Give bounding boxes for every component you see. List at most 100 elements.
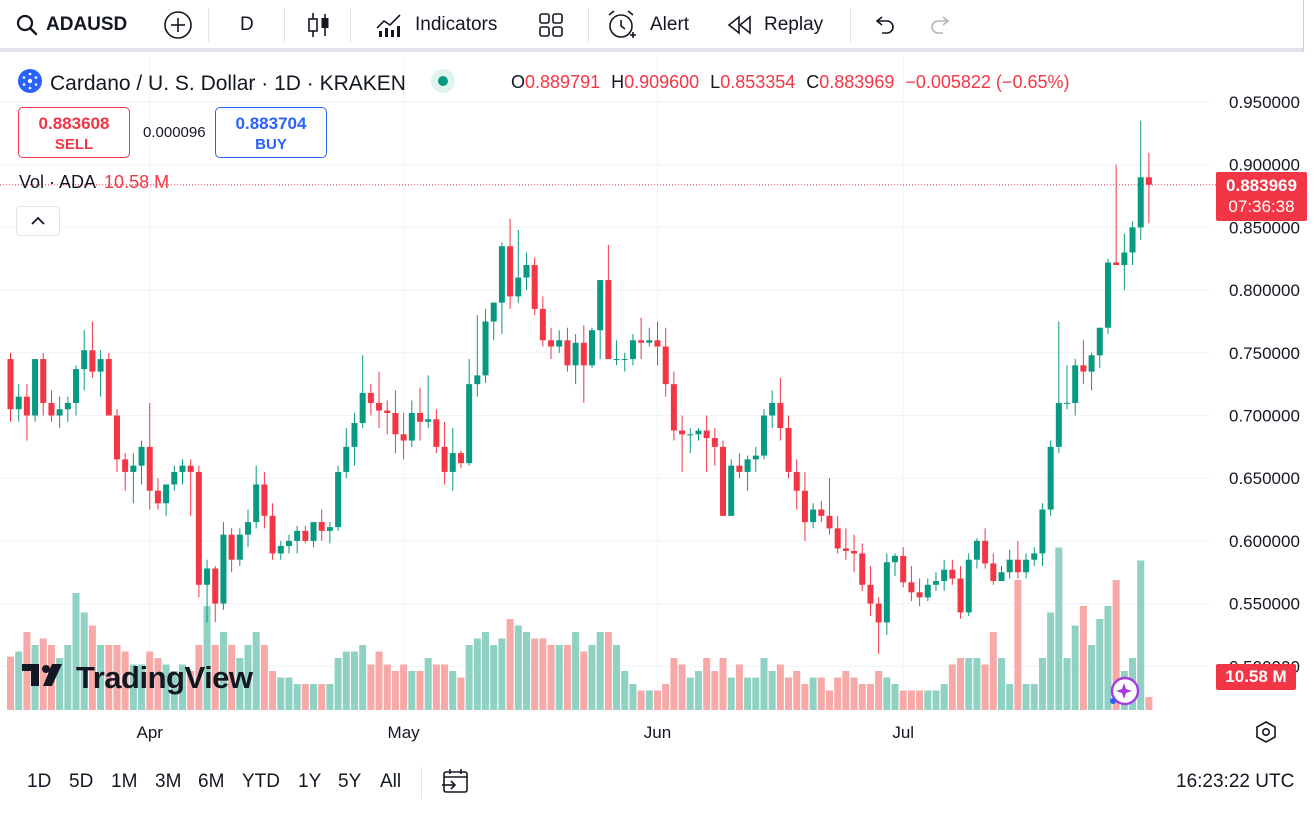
candle-body — [212, 568, 219, 604]
candle-body — [408, 412, 415, 441]
candle-body — [728, 465, 735, 516]
volume-bar — [817, 677, 825, 710]
go-to-date-button[interactable] — [441, 767, 471, 802]
range-button-5y[interactable]: 5Y — [338, 771, 362, 792]
redo-button[interactable] — [929, 8, 953, 42]
volume-bar — [1112, 580, 1120, 710]
range-button-1y[interactable]: 1Y — [298, 771, 322, 792]
candle-body — [982, 540, 989, 564]
candle-body — [318, 522, 325, 531]
volume-bar — [203, 606, 211, 710]
candle-body — [1129, 227, 1136, 253]
sell-price: 0.883608 — [38, 114, 110, 133]
volume-bar — [1055, 547, 1063, 710]
candle-body — [597, 280, 604, 331]
volume-bar — [490, 645, 498, 710]
range-button-6m[interactable]: 6M — [198, 771, 225, 792]
range-button-5d[interactable]: 5D — [69, 771, 94, 792]
time-axis-label: Jun — [644, 723, 671, 742]
volume-bar — [826, 690, 833, 710]
volume-bar — [301, 684, 309, 710]
price-axis-label: 0.950000 — [1229, 93, 1300, 112]
volume-bar — [539, 638, 547, 710]
range-button-1m[interactable]: 1M — [111, 771, 138, 792]
compare-symbol-button[interactable] — [163, 8, 193, 42]
settings-button[interactable] — [1254, 720, 1278, 749]
volume-bar — [555, 645, 563, 710]
volume-bar — [383, 664, 391, 710]
volume-bar — [613, 645, 621, 710]
low-key: L — [710, 72, 721, 92]
tradingview-logo[interactable]: TradingView — [22, 660, 253, 696]
volume-bar — [875, 671, 883, 710]
chart-area[interactable]: 0.950000 0.900000 0.850000 0.800000 0.750000… — [0, 56, 1314, 810]
volume-bar — [637, 690, 645, 710]
candle-body — [957, 578, 964, 613]
range-button-all[interactable]: All — [380, 771, 402, 792]
volume-bar — [965, 658, 973, 710]
templates-button[interactable] — [538, 8, 564, 42]
candle-body — [654, 340, 661, 347]
candle-body — [965, 559, 972, 613]
volume-bar — [809, 677, 817, 710]
candle-body — [351, 423, 358, 447]
volume-bar — [400, 664, 408, 710]
candle-body — [810, 509, 817, 523]
chart-type-button[interactable] — [306, 8, 332, 42]
sell-button[interactable]: 0.883608 SELL — [18, 107, 130, 158]
candle-body — [32, 359, 39, 416]
replay-label: Replay — [764, 14, 824, 35]
candle-body — [670, 384, 677, 431]
time-axis-label: Jul — [892, 723, 914, 742]
utc-clock[interactable]: 16:23:22 UTC — [1176, 771, 1295, 792]
volume-legend: Vol · ADA 10.58 M — [19, 172, 169, 193]
volume-bar — [1047, 612, 1055, 710]
sparkle-icon — [1107, 676, 1141, 712]
indicators-button[interactable]: Indicators — [375, 8, 497, 42]
candle-body — [908, 582, 915, 593]
volume-bar — [334, 658, 342, 710]
hexagon-gear-icon — [1254, 721, 1278, 748]
volume-bar — [522, 632, 530, 710]
volume-bar — [432, 664, 440, 710]
toolbar-divider — [421, 767, 422, 799]
volume-bar — [645, 690, 653, 710]
candle-body — [261, 484, 268, 516]
volume-bar — [375, 651, 383, 710]
collapse-legend-button[interactable] — [16, 206, 60, 236]
candlesticks — [7, 120, 1152, 654]
candle-body — [449, 453, 456, 472]
candle-body — [277, 545, 284, 554]
volume-bar — [260, 645, 268, 710]
volume-bar — [604, 632, 612, 710]
candle-body — [1104, 262, 1111, 328]
volume-bar — [105, 645, 113, 710]
interval-button[interactable]: D — [240, 8, 254, 42]
volume-bar — [989, 632, 997, 710]
volume-bars — [7, 547, 1153, 710]
range-button-1d[interactable]: 1D — [27, 771, 52, 792]
symbol-title: Cardano / U. S. Dollar · 1D · KRAKEN — [50, 72, 406, 95]
volume-bar — [1022, 684, 1030, 710]
replay-button[interactable]: Replay — [726, 8, 823, 42]
volume-bar — [858, 684, 866, 710]
volume-bar — [834, 677, 842, 710]
volume-bar — [1030, 684, 1038, 710]
toolbar-divider — [208, 8, 209, 42]
range-button-3m[interactable]: 3M — [155, 771, 182, 792]
candle-body — [801, 490, 808, 523]
assistant-sparkle-button[interactable] — [1107, 674, 1141, 713]
volume-bar — [801, 684, 809, 710]
undo-button[interactable] — [872, 8, 896, 42]
price-chart[interactable]: 0.950000 0.900000 0.850000 0.800000 0.750000… — [0, 56, 1314, 810]
interval-label: D — [240, 14, 254, 35]
volume-bar — [948, 664, 956, 710]
volume-bar — [506, 619, 514, 710]
symbol-search-button[interactable]: ADAUSD — [16, 8, 127, 42]
range-button-ytd[interactable]: YTD — [242, 771, 280, 792]
buy-button[interactable]: 0.883704 BUY — [215, 107, 327, 158]
high-value: 0.909600 — [624, 72, 700, 92]
alert-button[interactable]: Alert — [606, 8, 689, 42]
ohlc-values: O 0.889791 H 0.909600 L 0.853354 C 0.883969 … — [511, 72, 1080, 93]
volume-bar — [187, 671, 195, 710]
